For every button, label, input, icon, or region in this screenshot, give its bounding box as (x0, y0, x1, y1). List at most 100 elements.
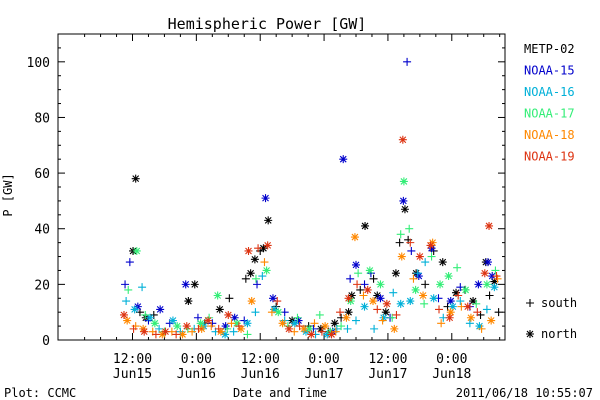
legend-marker-label: south (541, 296, 577, 310)
legend-entry: NOAA-17 (524, 107, 575, 121)
point-noaa-19-south (317, 327, 326, 336)
point-noaa-18-north (123, 316, 132, 325)
point-noaa-18-north (397, 252, 406, 261)
point-noaa-19-north (263, 241, 272, 250)
point-metp-02-north (184, 297, 193, 306)
point-noaa-18-south (310, 319, 319, 328)
point-noaa-18-north (237, 324, 246, 333)
point-metp-02-north (246, 269, 255, 278)
x-tick-label-date: Jun18 (432, 367, 471, 382)
legend-entry: METP-02 (524, 42, 575, 56)
point-noaa-15-south (253, 280, 262, 289)
point-noaa-19-south (151, 330, 160, 339)
point-noaa-18-south (227, 319, 236, 328)
point-noaa-16-south (482, 305, 491, 314)
point-noaa-17-south (491, 266, 500, 275)
point-noaa-16-north (146, 313, 155, 322)
point-noaa-16-south (370, 324, 379, 333)
point-noaa-18-north (419, 291, 428, 300)
point-noaa-17-south (243, 330, 252, 339)
point-noaa-16-north (270, 305, 279, 314)
point-noaa-19-south (336, 308, 345, 317)
point-metp-02-north (438, 258, 447, 267)
point-noaa-18-south (188, 327, 197, 336)
point-noaa-19-south (172, 330, 181, 339)
point-noaa-18-south (267, 308, 276, 317)
point-noaa-17-south (223, 324, 232, 333)
point-noaa-17-north (411, 285, 420, 294)
y-tick-label: 100 (27, 56, 50, 71)
point-metp-02-south (485, 291, 494, 300)
point-noaa-19-south (295, 322, 304, 331)
point-noaa-15-north (268, 294, 277, 303)
point-metp-02-north (361, 221, 370, 230)
point-noaa-16-north (448, 302, 457, 311)
point-noaa-17-south (453, 263, 462, 272)
point-noaa-16-south (343, 324, 352, 333)
point-metp-02-north (131, 174, 140, 183)
point-noaa-17-north (274, 308, 283, 317)
x-tick-label-date: Jun16 (241, 367, 280, 382)
point-metp-02-north (469, 297, 478, 306)
point-noaa-19-south (214, 324, 223, 333)
y-tick-label: 80 (34, 111, 50, 126)
point-metp-02-north (190, 280, 199, 289)
point-noaa-15-north (427, 244, 436, 253)
point-noaa-17-south (396, 230, 405, 239)
point-noaa-16-south (456, 297, 465, 306)
point-noaa-16-south (229, 327, 238, 336)
point-noaa-16-south (251, 308, 260, 317)
legend-entry: NOAA-19 (524, 150, 575, 164)
point-noaa-19-north (398, 135, 407, 144)
point-noaa-17-south (337, 322, 346, 331)
point-noaa-16-north (221, 330, 230, 339)
point-noaa-19-north (244, 246, 253, 255)
point-noaa-19-south (129, 324, 138, 333)
point-noaa-18-south (331, 327, 340, 336)
point-noaa-17-south (472, 299, 481, 308)
point-noaa-18-north (216, 327, 225, 336)
point-noaa-15-north (230, 313, 239, 322)
point-metp-02-south (225, 294, 234, 303)
point-metp-02-south (494, 308, 503, 317)
point-noaa-15-south (121, 280, 130, 289)
x-tick-label-time: 0:00 (436, 352, 467, 367)
point-noaa-19-south (392, 310, 401, 319)
point-noaa-16-south (258, 272, 267, 281)
point-noaa-19-south (454, 291, 463, 300)
point-noaa-15-north (414, 272, 423, 281)
plot-frame (57, 33, 506, 341)
point-noaa-16-south (421, 258, 430, 267)
point-metp-02-north (215, 305, 224, 314)
point-noaa-17-north (376, 280, 385, 289)
y-tick-label: 60 (34, 167, 50, 182)
chart-title: Hemispheric Power [GW] (168, 15, 367, 33)
point-metp-02-south (421, 280, 430, 289)
point-noaa-19-south (234, 322, 243, 331)
point-noaa-19-north (426, 241, 435, 250)
point-metp-02-south (241, 274, 250, 283)
footer-timestamp: 2011/06/18 10:55:07 (456, 386, 593, 400)
x-tick-label-date: Jun17 (305, 367, 344, 382)
point-noaa-18-south (207, 322, 216, 331)
y-tick-label: 40 (34, 223, 50, 238)
point-noaa-15-north (181, 280, 190, 289)
point-noaa-18-south (378, 316, 387, 325)
point-noaa-17-south (251, 274, 260, 283)
point-noaa-17-south (124, 285, 133, 294)
y-tick-label: 20 (34, 278, 50, 293)
point-noaa-17-north (365, 266, 374, 275)
point-noaa-15-north (261, 194, 270, 203)
point-noaa-16-north (360, 302, 369, 311)
point-noaa-18-north (487, 316, 496, 325)
point-noaa-16-north (406, 297, 415, 306)
point-metp-02-south (395, 238, 404, 247)
x-tick-label-date: Jun17 (368, 367, 407, 382)
point-noaa-19-north (415, 252, 424, 261)
point-noaa-16-north (290, 319, 299, 328)
point-noaa-16-south (465, 319, 474, 328)
point-noaa-15-south (360, 280, 369, 289)
x-tick-label-time: 0:00 (181, 352, 212, 367)
point-noaa-17-north (213, 291, 222, 300)
